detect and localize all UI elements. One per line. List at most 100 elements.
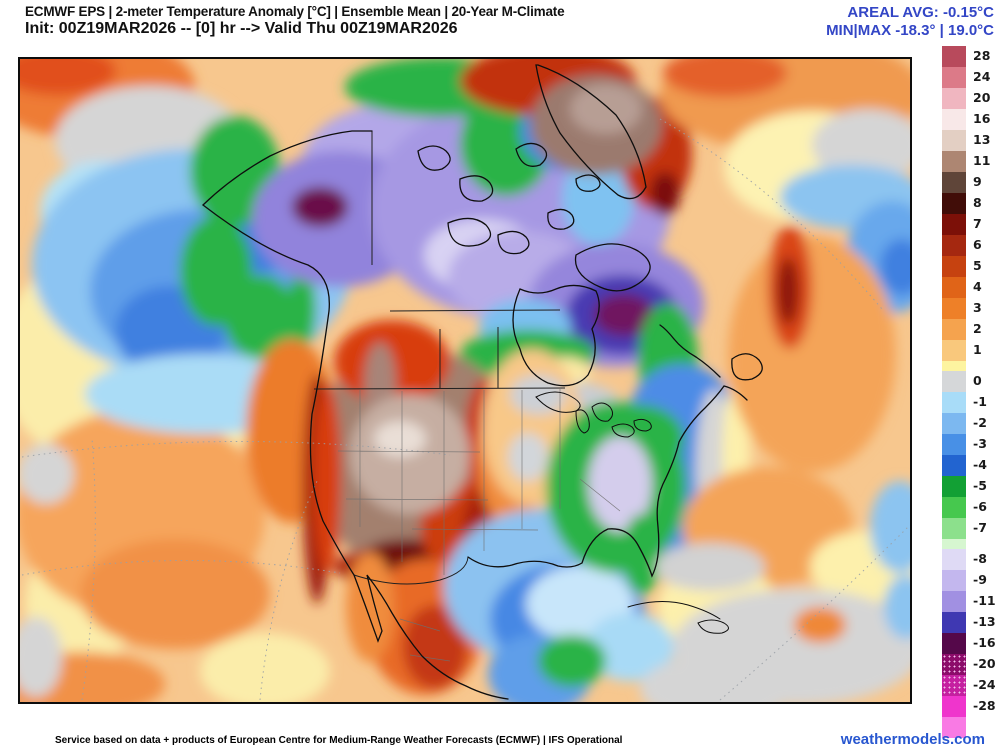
anomaly-region-plains-gray2 (508, 433, 548, 481)
hispaniola (697, 619, 729, 634)
colorbar-cell (942, 361, 998, 371)
anomaly-region-carib-orange-spot (794, 607, 846, 643)
page-title: ECMWF EPS | 2-meter Temperature Anomaly … (25, 4, 565, 19)
national-borders (313, 131, 566, 585)
colorbar-cell: 28 (942, 46, 998, 67)
colorbar-tick-label: -6 (973, 499, 987, 515)
colorbar-swatch (942, 151, 966, 172)
colorbar: 28 24 20 16 13 11 9 8 7 6 5 4 3 2 1 0 -1 -2 -3 -4 -5 -6 -7 -8 -9… (942, 46, 998, 738)
hudson-bay (512, 284, 600, 387)
latlon-grid (21, 118, 909, 701)
colorbar-cell: 11 (942, 151, 998, 172)
colorbar-swatch (942, 109, 966, 130)
colorbar-swatch (942, 518, 966, 539)
colorbar-swatch (942, 717, 966, 738)
colorbar-cell: 7 (942, 214, 998, 235)
st-lawrence (659, 324, 697, 358)
colorbar-cell: -1 (942, 392, 998, 413)
colorbar-cell: -13 (942, 612, 998, 633)
colorbar-tick-label: 2 (973, 321, 982, 337)
colorbar-cell: -2 (942, 413, 998, 434)
colorbar-cell: -24 (942, 675, 998, 696)
colorbar-cell: 4 (942, 277, 998, 298)
min-max-value: MIN|MAX -18.3° | 19.0°C (826, 22, 994, 39)
colorbar-swatch (942, 172, 966, 193)
colorbar-swatch (942, 497, 966, 518)
brand-logo: weathermodels.com (840, 731, 985, 748)
us-canada-border (313, 387, 566, 390)
colorbar-cell: 6 (942, 235, 998, 256)
anomaly-region-gulf-cyan (586, 613, 674, 681)
colorbar-swatch (942, 549, 966, 570)
anomaly-region-nw-corner-red (20, 59, 116, 95)
colorbar-cell: 20 (942, 88, 998, 109)
colorbar-swatch (942, 654, 966, 675)
colorbar-tick-label: 0 (973, 373, 982, 389)
greenland-coast (535, 64, 647, 200)
colorbar-swatch (942, 570, 966, 591)
colorbar-tick-label: -1 (973, 394, 987, 410)
colorbar-cell: 13 (942, 130, 998, 151)
colorbar-tick-label: 6 (973, 237, 982, 253)
arctic-islands (417, 142, 651, 292)
colorbar-cell: 9 (942, 172, 998, 193)
colorbar-cell: -11 (942, 591, 998, 612)
anomaly-region-atl-blue-e1 (870, 481, 910, 573)
us-mexico-border (353, 556, 469, 585)
newfoundland (731, 353, 763, 381)
colorbar-swatch (942, 256, 966, 277)
colorbar-cell: 5 (942, 256, 998, 277)
anomaly-region-pacific-yellow-s (200, 633, 330, 702)
colorbar-cell: 24 (942, 67, 998, 88)
anomaly-region-pacific-gray-w2 (20, 617, 62, 697)
colorbar-cell: -7 (942, 518, 998, 539)
areal-avg-value: AREAL AVG: -0.15°C (847, 4, 994, 21)
attribution-text: Service based on data + products of Euro… (55, 735, 623, 746)
colorbar-swatch (942, 675, 966, 696)
great-lakes (535, 391, 652, 438)
colorbar-tick-label: 3 (973, 300, 982, 316)
colorbar-cell: -16 (942, 633, 998, 654)
colorbar-swatch (942, 46, 966, 67)
anomaly-region-baffin-cyan (562, 153, 634, 245)
cuba (627, 601, 721, 620)
colorbar-tick-label: -9 (973, 572, 987, 588)
colorbar-tick-label: 7 (973, 216, 982, 232)
anomaly-region-greenland-darkred (650, 172, 680, 216)
colorbar-swatch (942, 696, 966, 717)
colorbar-swatch (942, 214, 966, 235)
colorbar-tick-label: 1 (973, 342, 982, 358)
colorbar-swatch (942, 277, 966, 298)
anomaly-region-pacific-gray-w1 (20, 444, 74, 504)
colorbar-tick-label: 28 (973, 48, 991, 64)
anomaly-region-se-lavender (588, 436, 652, 532)
anomaly-region-pacific-orange-deep (80, 539, 270, 649)
coast-alaska-north (202, 130, 373, 206)
colorbar-cell: -9 (942, 570, 998, 591)
colorbar-tick-label: -24 (973, 677, 996, 693)
colorbar-tick-label: -4 (973, 457, 987, 473)
colorbar-cell: -28 (942, 696, 998, 717)
coastlines (202, 64, 763, 700)
coast-gulf-east (467, 385, 725, 578)
anomaly-region-carib-gray (655, 543, 765, 591)
colorbar-tick-label: 8 (973, 195, 982, 211)
anomaly-field (20, 59, 910, 702)
colorbar-tick-label: -2 (973, 415, 987, 431)
colorbar-cell: -3 (942, 434, 998, 455)
colorbar-swatch (942, 340, 966, 361)
colorbar-swatch (942, 88, 966, 109)
anomaly-region-baja-orange (346, 552, 394, 662)
anomaly-region-greenland-brown-core (570, 84, 642, 134)
province-borders (389, 309, 561, 388)
colorbar-tick-label: 11 (973, 153, 991, 169)
colorbar-tick-label: -7 (973, 520, 987, 536)
colorbar-swatch (942, 539, 966, 549)
colorbar-swatch (942, 633, 966, 654)
colorbar-cell: 2 (942, 319, 998, 340)
colorbar-swatch (942, 193, 966, 214)
colorbar-swatch (942, 434, 966, 455)
init-valid-line: Init: 00Z19MAR2026 -- [0] hr --> Valid T… (25, 20, 458, 37)
colorbar-swatch (942, 319, 966, 340)
